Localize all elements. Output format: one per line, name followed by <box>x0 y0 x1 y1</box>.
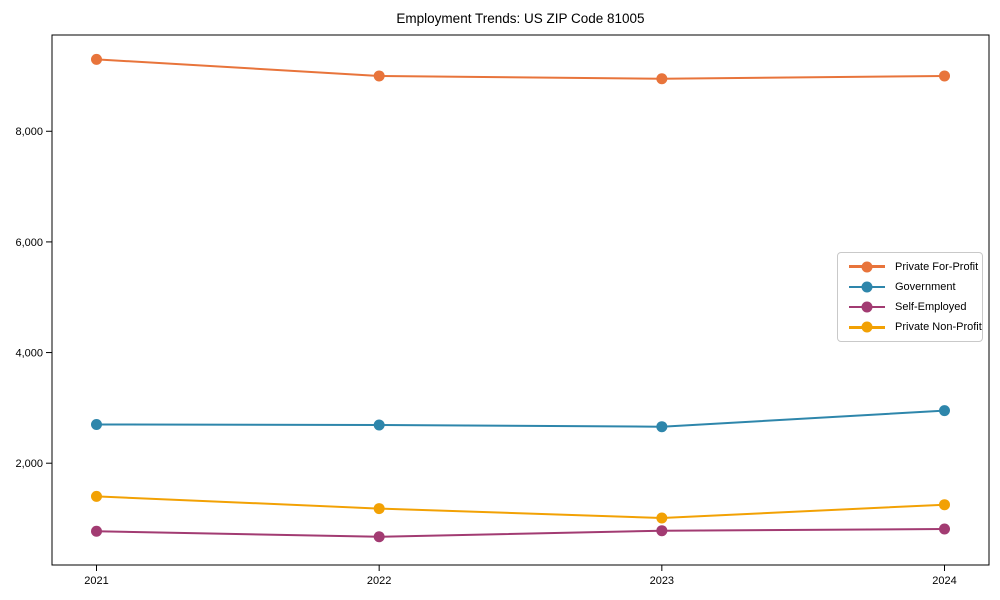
legend-label: Self-Employed <box>895 301 967 314</box>
data-point <box>373 70 385 82</box>
series-line-self-employed <box>96 528 945 538</box>
legend: Private For-Profit Government Self-Employe… <box>837 252 983 342</box>
legend-label: Government <box>895 280 956 293</box>
data-point <box>939 70 950 82</box>
x-tick-label: 2021 <box>84 575 108 587</box>
data-point <box>939 499 950 511</box>
y-tick-label: 4,000 <box>15 347 43 359</box>
data-point <box>91 525 102 537</box>
data-point <box>91 490 102 502</box>
series-line-private-non-profit <box>96 495 945 519</box>
data-point <box>939 405 950 417</box>
series-line-private-for-profit <box>96 58 945 80</box>
data-point <box>91 418 102 430</box>
data-point <box>91 53 102 65</box>
data-point <box>373 419 385 431</box>
data-point <box>656 512 668 524</box>
data-point <box>656 421 668 433</box>
legend-label: Private Non-Profit <box>895 321 982 334</box>
y-tick-label: 6,000 <box>15 237 43 249</box>
legend-entry: Private For-Profit <box>849 260 979 273</box>
data-point <box>373 503 385 515</box>
y-tick-label: 2,000 <box>15 458 43 470</box>
plot-frame <box>51 34 990 566</box>
legend-marker-icon <box>849 301 885 313</box>
legend-entry: Self-Employed <box>849 301 976 314</box>
legend-marker-icon <box>849 321 885 333</box>
y-tick-label: 8,000 <box>15 126 43 138</box>
legend-label: Private For-Profit <box>895 260 979 273</box>
legend-marker-icon <box>849 281 885 293</box>
x-tick-label: 2024 <box>932 575 956 587</box>
series-line-government <box>96 409 945 428</box>
chart-title: Employment Trends: US ZIP Code 81005 <box>396 11 645 26</box>
data-point <box>939 523 950 535</box>
data-point <box>373 531 385 543</box>
legend-marker-icon <box>849 261 885 272</box>
x-tick-label: 2023 <box>650 575 674 587</box>
legend-entry: Private Non-Profit <box>849 321 982 334</box>
data-point <box>656 525 668 537</box>
legend-entry: Government <box>849 280 976 293</box>
data-point <box>656 73 668 85</box>
x-tick-label: 2022 <box>367 575 391 587</box>
